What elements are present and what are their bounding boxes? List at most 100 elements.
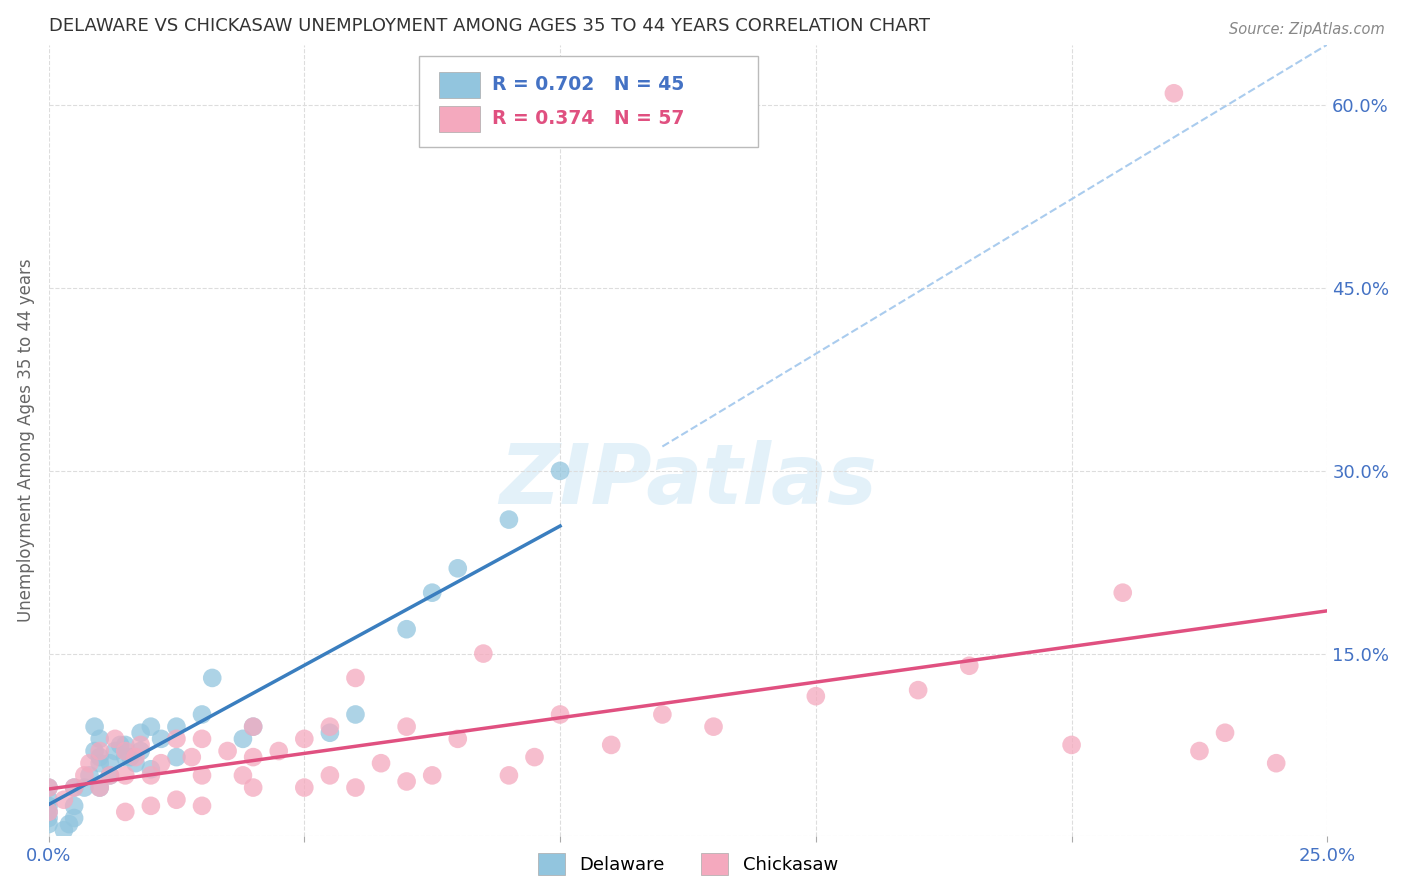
FancyBboxPatch shape: [419, 56, 758, 147]
Point: [548, 707, 571, 722]
Point: [242, 720, 264, 734]
Point: [52, 823, 75, 838]
Point: [472, 647, 495, 661]
Point: [38, 780, 60, 795]
Point: [165, 720, 187, 734]
Point: [114, 738, 136, 752]
Point: [165, 793, 187, 807]
Point: [523, 750, 546, 764]
Point: [150, 731, 173, 746]
Legend: Delaware, Chickasaw: Delaware, Chickasaw: [531, 847, 845, 883]
Point: [1112, 585, 1135, 599]
Point: [907, 683, 929, 698]
Point: [191, 707, 214, 722]
FancyBboxPatch shape: [439, 72, 479, 97]
Point: [38, 780, 60, 795]
Point: [370, 756, 392, 771]
Point: [201, 671, 224, 685]
Point: [114, 744, 136, 758]
Point: [319, 725, 342, 739]
Point: [63, 798, 86, 813]
Point: [114, 768, 136, 782]
Point: [191, 731, 214, 746]
Point: [242, 780, 264, 795]
Point: [63, 780, 86, 795]
Point: [292, 731, 315, 746]
Point: [63, 811, 86, 825]
Text: ZIPatlas: ZIPatlas: [499, 440, 877, 521]
Point: [292, 780, 315, 795]
Point: [1188, 744, 1211, 758]
Point: [120, 750, 142, 764]
Point: [38, 798, 60, 813]
Point: [420, 585, 443, 599]
Point: [79, 756, 101, 771]
Point: [447, 561, 470, 575]
Text: R = 0.374   N = 57: R = 0.374 N = 57: [492, 110, 685, 128]
Text: DELAWARE VS CHICKASAW UNEMPLOYMENT AMONG AGES 35 TO 44 YEARS CORRELATION CHART: DELAWARE VS CHICKASAW UNEMPLOYMENT AMONG…: [49, 17, 929, 35]
Point: [498, 513, 520, 527]
Point: [89, 744, 111, 758]
Point: [114, 750, 136, 764]
Point: [319, 768, 342, 782]
Point: [242, 750, 264, 764]
Point: [548, 464, 571, 478]
Point: [52, 793, 75, 807]
Point: [420, 768, 443, 782]
Point: [1060, 738, 1083, 752]
Point: [89, 750, 111, 764]
Point: [83, 744, 105, 758]
Point: [98, 768, 121, 782]
Point: [104, 731, 127, 746]
Point: [319, 720, 342, 734]
Point: [63, 780, 86, 795]
Point: [344, 671, 367, 685]
Point: [957, 658, 980, 673]
Point: [83, 720, 105, 734]
Point: [267, 744, 290, 758]
Point: [242, 720, 264, 734]
Point: [108, 738, 131, 752]
Y-axis label: Unemployment Among Ages 35 to 44 years: Unemployment Among Ages 35 to 44 years: [17, 259, 35, 623]
Point: [89, 780, 111, 795]
Point: [344, 780, 367, 795]
Point: [89, 756, 111, 771]
Point: [98, 756, 121, 771]
Point: [79, 768, 101, 782]
Point: [232, 768, 254, 782]
Point: [395, 774, 418, 789]
Point: [89, 731, 111, 746]
Point: [651, 707, 673, 722]
Point: [38, 817, 60, 831]
Point: [38, 793, 60, 807]
Point: [150, 756, 173, 771]
Point: [38, 811, 60, 825]
Point: [139, 798, 162, 813]
Point: [38, 805, 60, 819]
Text: R = 0.702   N = 45: R = 0.702 N = 45: [492, 76, 685, 95]
Point: [89, 780, 111, 795]
Point: [447, 731, 470, 746]
Point: [98, 768, 121, 782]
Point: [58, 817, 80, 831]
Point: [73, 780, 96, 795]
Point: [191, 798, 214, 813]
Point: [129, 744, 152, 758]
FancyBboxPatch shape: [439, 106, 479, 132]
Point: [702, 720, 724, 734]
Point: [191, 768, 214, 782]
Point: [165, 750, 187, 764]
Point: [1265, 756, 1288, 771]
Text: Source: ZipAtlas.com: Source: ZipAtlas.com: [1229, 22, 1385, 37]
Point: [139, 762, 162, 776]
Point: [124, 750, 146, 764]
Point: [395, 720, 418, 734]
Point: [139, 768, 162, 782]
Point: [129, 725, 152, 739]
Point: [804, 690, 827, 704]
Point: [600, 738, 623, 752]
Point: [232, 731, 254, 746]
Point: [217, 744, 239, 758]
Point: [344, 707, 367, 722]
Point: [139, 720, 162, 734]
